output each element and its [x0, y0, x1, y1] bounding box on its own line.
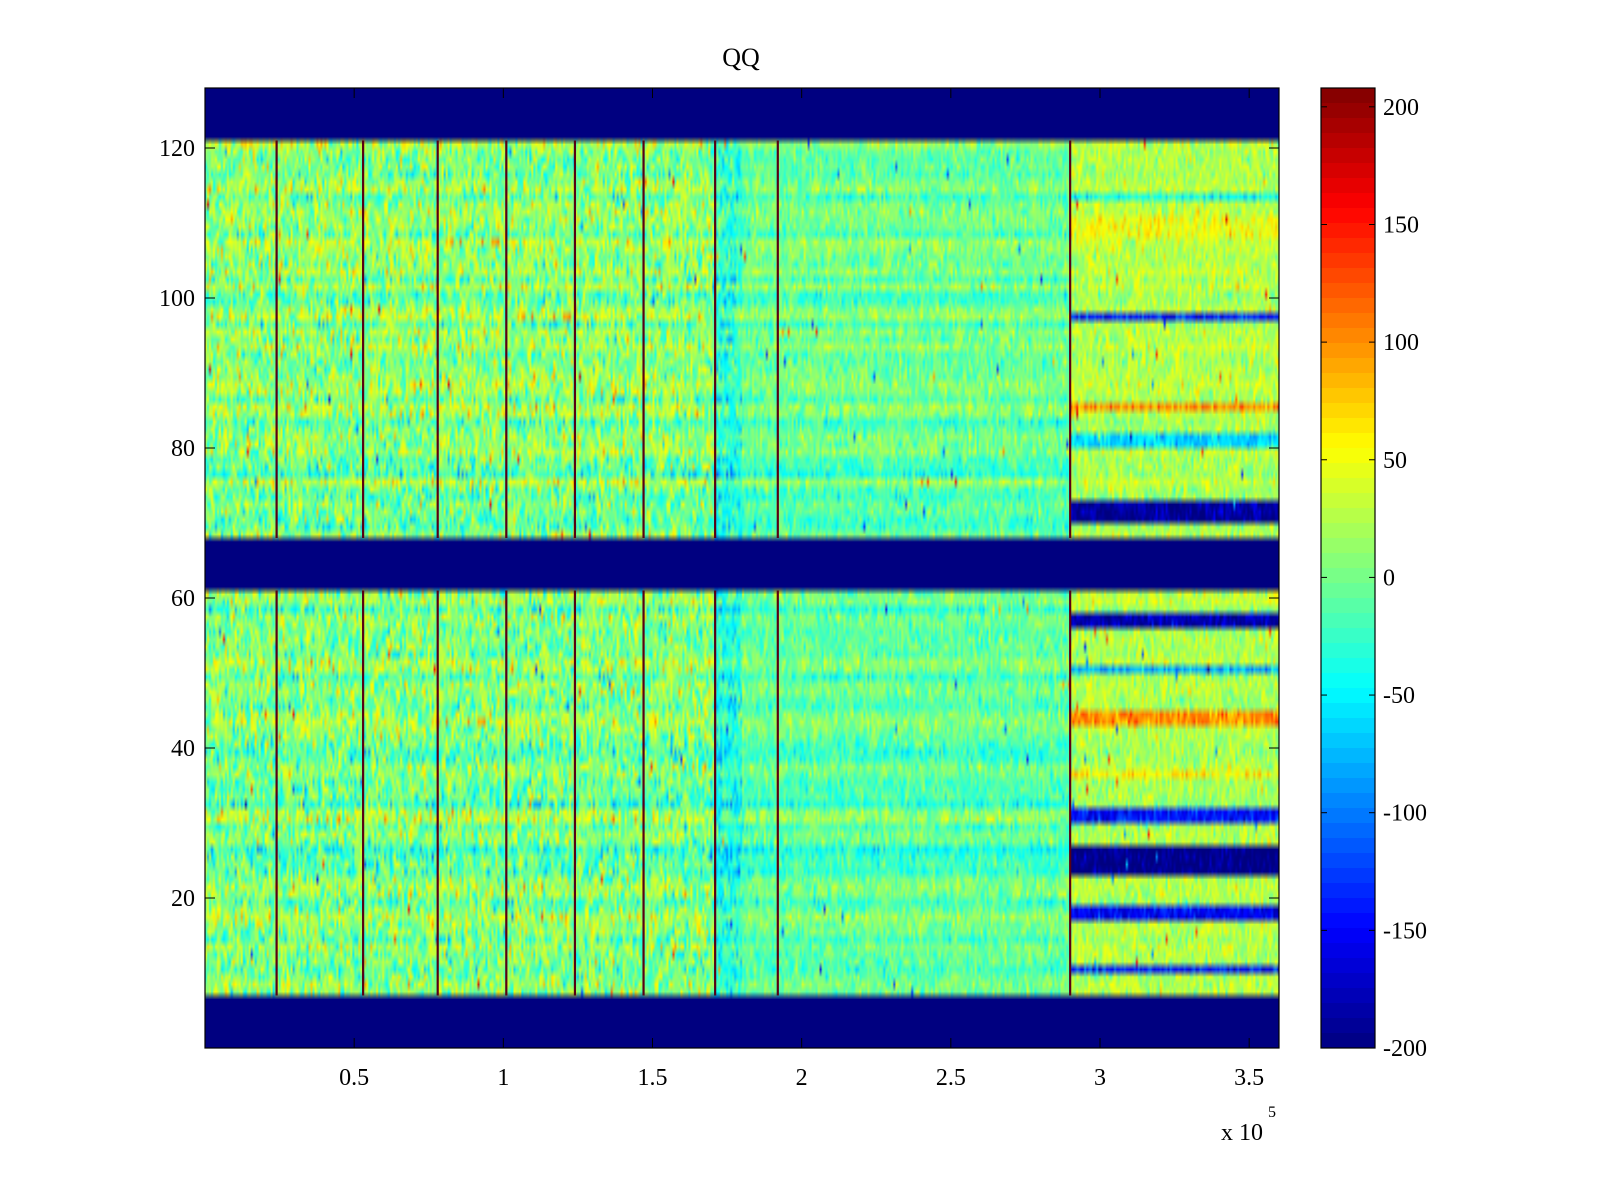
x-axis-multiplier-exponent: 5	[1268, 1104, 1276, 1121]
y-axis-ticks: 20 40 60 80 100 120	[159, 136, 1279, 912]
y-tick-label-2: 40	[171, 736, 195, 762]
colorbar-ticks: 200 150 100 50 0 -50 -100 -150 -200	[1321, 95, 1427, 1062]
colorbar-tick-label-7: -100	[1383, 801, 1427, 827]
heatmap-image	[205, 88, 1279, 1048]
chart-title: QQ	[722, 43, 760, 72]
y-tick-label-5: 100	[159, 286, 195, 312]
x-tick-label-5: 2.5	[936, 1065, 966, 1091]
x-tick-label-3: 1.5	[638, 1065, 668, 1091]
colorbar-tick-label-6: -50	[1383, 683, 1415, 709]
colorbar-tick-label-2: 150	[1383, 212, 1419, 238]
y-tick-label-1: 20	[171, 886, 195, 912]
x-tick-label-6: 3	[1094, 1065, 1106, 1091]
x-tick-label-4: 2	[796, 1065, 808, 1091]
y-tick-label-4: 80	[171, 436, 195, 462]
y-tick-label-6: 120	[159, 136, 195, 162]
x-tick-label-7: 3.5	[1234, 1065, 1264, 1091]
vertical-spike-lines	[275, 140, 1072, 996]
y-tick-label-3: 60	[171, 586, 195, 612]
colorbar-tick-label-3: 100	[1383, 330, 1419, 356]
colorbar-tick-label-4: 50	[1383, 448, 1407, 474]
colorbar-tick-label-9: -200	[1383, 1036, 1427, 1062]
colorbar-frame	[1320, 87, 1376, 1049]
colorbar-image	[1321, 88, 1375, 1048]
colorbar-tick-label-5: 0	[1383, 565, 1395, 591]
plot-axes-frame	[204, 87, 1280, 1049]
colorbar-tick-label-1: 200	[1383, 95, 1419, 121]
x-axis-ticks: 0.5 1 1.5 2 2.5 3 3.5	[339, 88, 1264, 1091]
x-tick-label-2: 1	[497, 1065, 509, 1091]
colorbar-tick-label-8: -150	[1383, 918, 1427, 944]
x-tick-label-1: 0.5	[339, 1065, 369, 1091]
x-axis-multiplier: x 10	[1221, 1120, 1263, 1146]
